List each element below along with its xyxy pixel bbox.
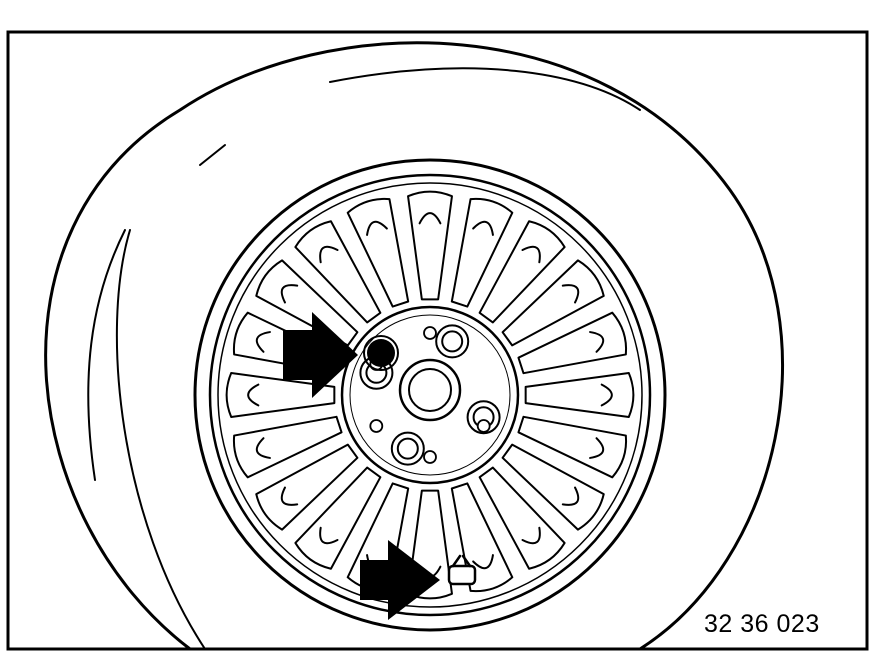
spoke-window	[255, 443, 359, 531]
wheel-bolt	[435, 324, 470, 359]
arrow-icon	[360, 540, 440, 620]
hub-hole	[369, 419, 384, 433]
spoke-pocket	[472, 220, 494, 236]
spoke-window	[255, 259, 359, 347]
tire-tread-line	[87, 229, 126, 481]
spoke-pocket	[561, 486, 580, 506]
spoke-pocket	[472, 554, 494, 570]
hub-hole	[476, 419, 491, 433]
spoke-pocket	[247, 383, 260, 407]
tire-outline	[44, 41, 784, 649]
wheel-bolt	[390, 431, 425, 466]
wheel-bolt-head	[396, 437, 419, 460]
spoke-window	[478, 466, 566, 570]
locating-pin	[367, 339, 395, 367]
spoke-window	[450, 197, 514, 308]
spoke-pocket	[561, 284, 580, 304]
rim-outer-edge	[193, 158, 667, 632]
spoke-pocket	[600, 383, 613, 407]
rim-inner-edge	[217, 182, 643, 608]
hub-hole	[423, 326, 437, 340]
valve-stem	[447, 554, 477, 586]
spoke-pocket	[589, 331, 605, 353]
tire-sidewall-line	[115, 229, 206, 649]
spoke-window	[294, 220, 382, 324]
spoke-window	[524, 372, 635, 418]
spoke-pocket	[255, 437, 271, 459]
hub-face-inner	[349, 314, 511, 476]
spoke-pocket	[521, 245, 541, 264]
figure-reference-number: 32 36 023	[704, 610, 820, 638]
spoke-pocket	[255, 331, 271, 353]
spoke-pocket	[521, 526, 541, 545]
spoke-window	[501, 259, 605, 347]
spoke-window	[346, 197, 410, 308]
hub-hole	[423, 450, 437, 464]
spoke-pocket	[366, 220, 388, 236]
locating-pin-ring	[363, 335, 399, 371]
spoke-window	[407, 190, 453, 301]
tire-tread-line	[199, 144, 226, 166]
spoke-pocket	[319, 245, 339, 264]
spoke-window	[501, 443, 605, 531]
arrow-icon	[283, 312, 358, 398]
wheel-bolt	[466, 400, 501, 435]
spoke-pocket	[319, 526, 339, 545]
spoke-pocket	[280, 284, 299, 304]
tire-tread-line	[329, 67, 641, 111]
spoke-window	[450, 482, 514, 593]
spoke-pocket	[418, 212, 442, 225]
spoke-window	[294, 466, 382, 570]
wheel-bolt-head	[441, 330, 464, 353]
spoke-window	[517, 415, 628, 479]
spoke-pocket	[280, 486, 299, 506]
spoke-pocket	[589, 437, 605, 459]
rim-flange	[208, 173, 652, 617]
figure-border	[6, 30, 869, 651]
center-bore-inner	[408, 368, 452, 412]
spoke-window	[232, 415, 343, 479]
spoke-window	[517, 311, 628, 375]
spoke-window	[225, 372, 336, 418]
spoke-window	[232, 311, 343, 375]
spoke-window	[478, 220, 566, 324]
wheel-bolts	[359, 324, 501, 466]
